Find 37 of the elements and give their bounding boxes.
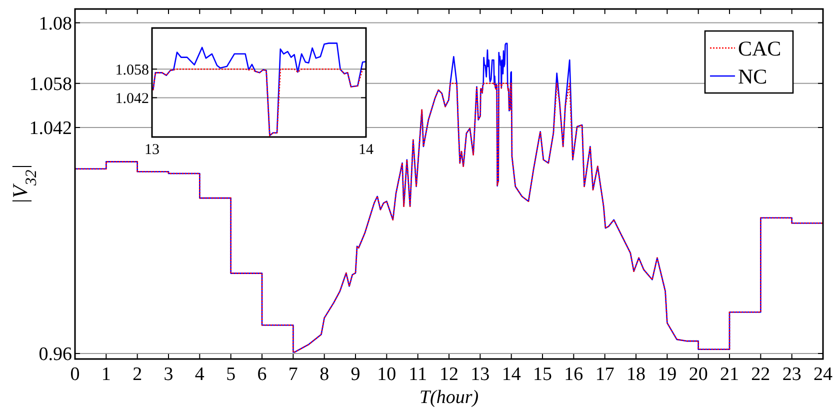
x-tick-label: 15	[533, 364, 552, 385]
x-tick-label: 12	[440, 364, 458, 385]
x-axis-title: T(hour)	[419, 387, 479, 408]
x-tick-label: 5	[226, 364, 236, 385]
x-tick-label: 3	[164, 364, 174, 385]
x-tick-label: 4	[194, 364, 205, 385]
legend-label: CAC	[738, 36, 782, 60]
x-tick-label: 20	[688, 364, 708, 385]
x-tick-label: 14	[358, 142, 374, 158]
y-tick-label: 1.058	[29, 74, 72, 96]
y-tick-label: 1.08	[38, 13, 72, 34]
legend-label: NC	[738, 64, 768, 88]
x-tick-label: 24	[814, 364, 833, 385]
x-tick-label: 2	[132, 364, 142, 385]
x-tick-label: 13	[144, 142, 160, 158]
y-tick-label: 1.042	[29, 118, 72, 140]
x-tick-label: 22	[751, 364, 770, 385]
x-tick-label: 18	[626, 364, 646, 385]
y-tick-label: 1.042	[115, 90, 149, 107]
x-tick-label: 10	[377, 364, 396, 385]
x-tick-label: 13	[470, 364, 490, 385]
x-tick-label: 7	[288, 364, 298, 385]
x-tick-label: 14	[502, 364, 522, 385]
x-tick-label: 1	[101, 364, 111, 385]
x-tick-label: 21	[720, 364, 739, 385]
x-tick-label: 23	[782, 364, 802, 385]
x-tick-label: 17	[595, 364, 614, 385]
y-tick-label: 1.058	[115, 62, 149, 78]
y-tick-label: 0.96	[38, 344, 72, 366]
x-tick-label: 11	[408, 364, 427, 385]
line-series	[152, 42, 367, 136]
x-tick-label: 19	[658, 364, 677, 385]
x-tick-label: 0	[70, 364, 80, 385]
x-tick-label: 8	[320, 364, 330, 385]
x-tick-label: 16	[564, 364, 584, 385]
x-tick-label: 9	[350, 364, 360, 385]
x-tick-label: 6	[257, 364, 267, 385]
